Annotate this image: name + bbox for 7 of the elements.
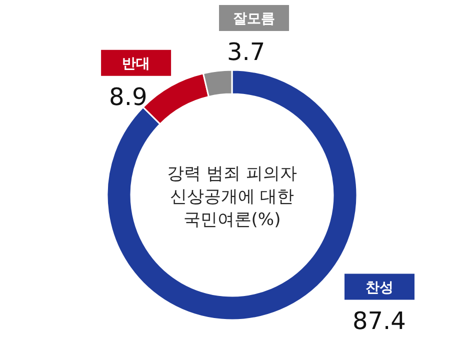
data-label: 8.9	[109, 82, 148, 111]
text: 강력 범죄 피의자 신상공개에 대한 국민여론(%)	[167, 164, 297, 230]
slice-label: 찬성	[366, 280, 394, 296]
data-label: 87.4	[352, 306, 406, 335]
data-label: 3.7	[227, 38, 266, 66]
slice-label: 잘모름	[233, 11, 276, 27]
slice-label: 반대	[122, 56, 150, 72]
